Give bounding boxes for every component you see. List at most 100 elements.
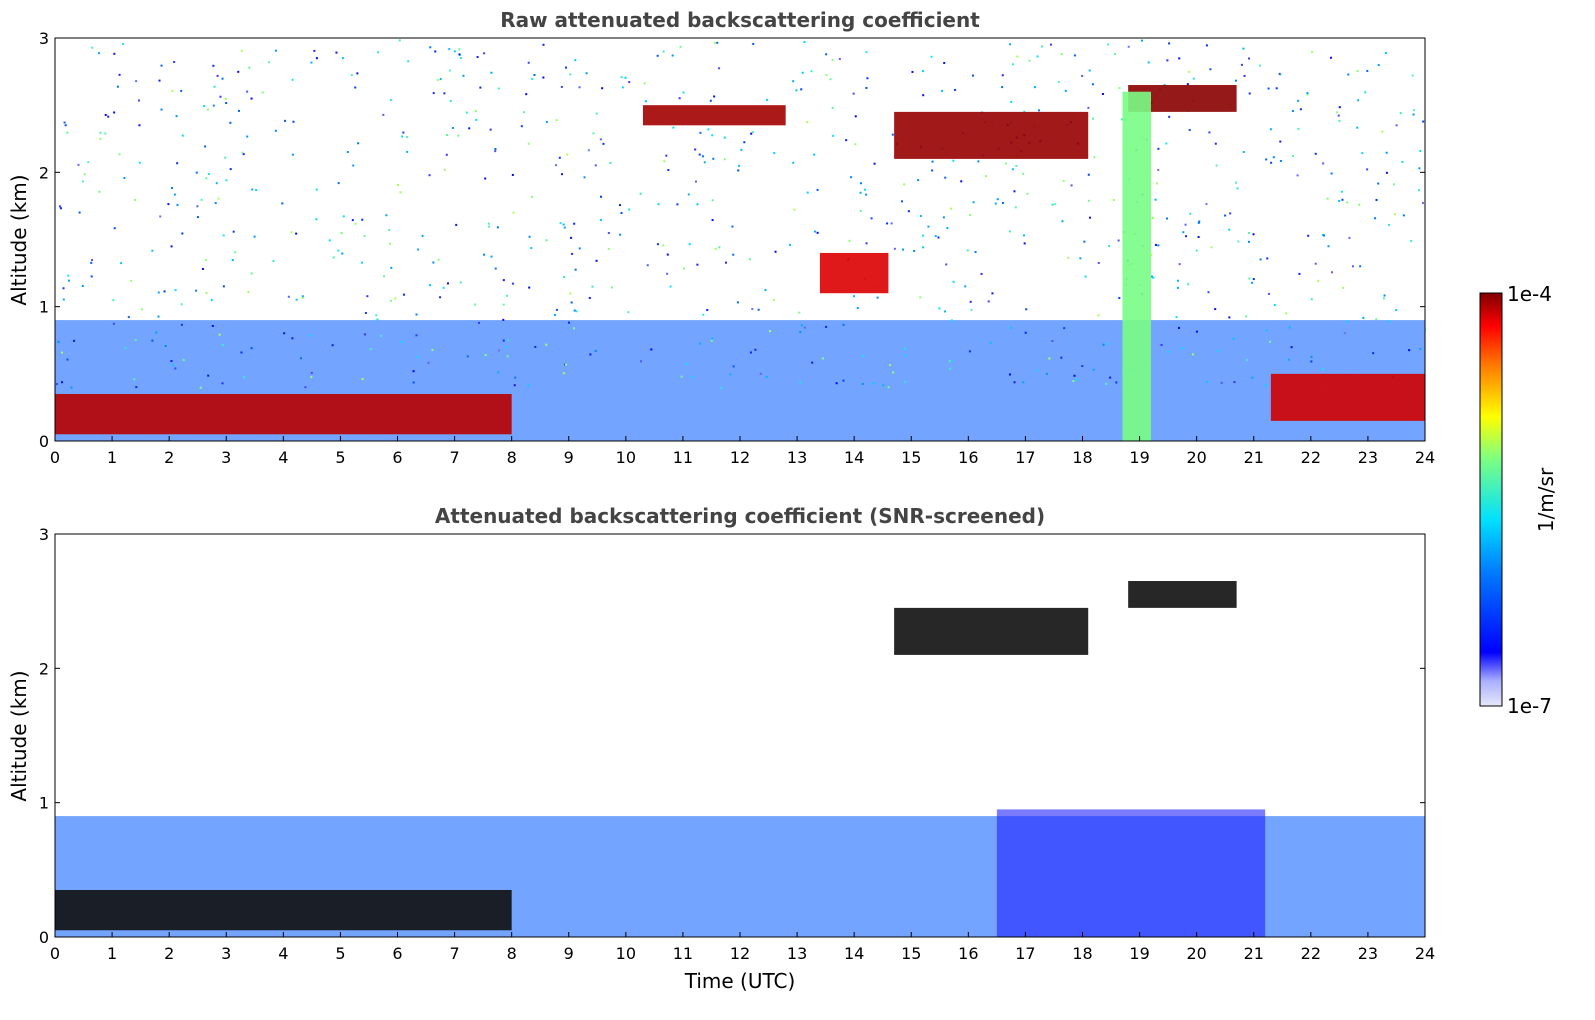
heatmap-noise-cell	[1024, 331, 1027, 334]
heatmap-noise-cell	[574, 59, 577, 62]
x-tick-label: 20	[1186, 944, 1206, 963]
heatmap-noise-cell	[527, 142, 530, 145]
heatmap-noise-cell	[892, 371, 895, 374]
x-tick-label: 16	[958, 944, 978, 963]
heatmap-noise-cell	[497, 87, 500, 90]
heatmap-noise-cell	[1248, 231, 1251, 234]
heatmap-noise-cell	[164, 344, 167, 347]
heatmap-noise-cell	[1081, 74, 1084, 77]
heatmap-noise-cell	[274, 129, 277, 132]
heatmap-noise-cell	[497, 371, 500, 374]
heatmap-noise-cell	[1079, 257, 1082, 260]
heatmap-noise-cell	[523, 111, 526, 114]
heatmap-noise-cell	[890, 222, 893, 225]
heatmap-noise-cell	[394, 297, 397, 300]
heatmap-noise-cell	[806, 121, 809, 124]
heatmap-noise-cell	[242, 153, 245, 156]
colorbar-unit-label: 1/m/sr	[1534, 467, 1558, 532]
heatmap-noise-cell	[1101, 93, 1104, 96]
heatmap-noise-cell	[713, 95, 716, 98]
heatmap-noise-cell	[291, 337, 294, 340]
x-tick-label: 4	[278, 944, 288, 963]
x-tick-label: 3	[221, 944, 231, 963]
heatmap-noise-cell	[207, 374, 210, 377]
heatmap-noise-cell	[1343, 332, 1346, 335]
heatmap-noise-cell	[1051, 203, 1054, 206]
heatmap-noise-cell	[578, 247, 581, 250]
heatmap-noise-cell	[902, 248, 905, 251]
heatmap-noise-cell	[448, 69, 451, 72]
heatmap-noise-cell	[1321, 368, 1324, 371]
heatmap-noise-cell	[439, 78, 442, 81]
x-tick-label: 7	[449, 448, 459, 467]
heatmap-noise-cell	[646, 264, 649, 267]
heatmap-noise-cell	[1240, 63, 1243, 66]
heatmap-noise-cell	[1060, 356, 1063, 359]
heatmap-noise-cell	[620, 212, 623, 215]
heatmap-noise-cell	[1051, 340, 1054, 343]
x-tick-label: 18	[1072, 944, 1092, 963]
heatmap-noise-cell	[490, 255, 493, 258]
heatmap-noise-cell	[1327, 245, 1330, 248]
heatmap-noise-cell	[665, 154, 668, 157]
heatmap-noise-cell	[1234, 181, 1237, 184]
heatmap-noise-cell	[1348, 236, 1351, 239]
heatmap-noise-cell	[530, 195, 533, 198]
heatmap-noise-cell	[1107, 43, 1110, 46]
heatmap-noise-cell	[525, 93, 528, 96]
heatmap-noise-cell	[1326, 197, 1329, 200]
heatmap-noise-cell	[398, 39, 401, 42]
heatmap-noise-cell	[476, 56, 479, 59]
heatmap-noise-cell	[221, 382, 224, 385]
heatmap-noise-cell	[151, 339, 154, 342]
heatmap-noise-cell	[711, 219, 714, 222]
heatmap-noise-cell	[573, 309, 576, 312]
heatmap-noise-cell	[1025, 308, 1028, 311]
heatmap-noise-cell	[221, 344, 224, 347]
heatmap-noise-cell	[748, 258, 751, 261]
heatmap-noise-cell	[511, 173, 514, 176]
panel-screened: Attenuated backscattering coefficient (S…	[7, 504, 1435, 993]
heatmap-noise-cell	[607, 247, 610, 250]
heatmap-noise-cell	[170, 245, 173, 248]
heatmap-noise-cell	[341, 252, 344, 255]
heatmap-noise-cell	[679, 45, 682, 48]
heatmap-noise-cell	[439, 296, 442, 299]
heatmap-noise-cell	[1338, 106, 1341, 109]
heatmap-noise-cell	[1189, 212, 1192, 215]
heatmap-noise-cell	[1361, 152, 1364, 155]
heatmap-noise-cell	[1038, 109, 1041, 112]
x-tick-label: 19	[1129, 944, 1149, 963]
heatmap-noise-cell	[120, 262, 123, 265]
heatmap-noise-cell	[224, 156, 227, 159]
heatmap-noise-cell	[123, 177, 126, 180]
heatmap-noise-cell	[78, 211, 81, 214]
heatmap-noise-cell	[599, 218, 602, 221]
heatmap-noise-cell	[971, 74, 974, 77]
heatmap-noise-cell	[644, 100, 647, 103]
heatmap-noise-cell	[1127, 45, 1130, 48]
heatmap-noise-cell	[90, 261, 93, 264]
heatmap-noise-cell	[583, 176, 586, 179]
heatmap-noise-cell	[1242, 150, 1245, 153]
heatmap-noise-cell	[157, 291, 160, 294]
heatmap-noise-cell	[1011, 168, 1014, 171]
heatmap-noise-cell	[389, 242, 392, 245]
heatmap-noise-cell	[789, 243, 792, 246]
heatmap-noise-cell	[542, 76, 545, 79]
x-tick-label: 7	[449, 944, 459, 963]
heatmap-noise-cell	[1156, 182, 1159, 185]
heatmap-noise-cell	[706, 308, 709, 311]
heatmap-noise-cell	[225, 102, 228, 105]
heatmap-noise-cell	[1421, 202, 1424, 205]
heatmap-noise-cell	[216, 74, 219, 77]
heatmap-noise-cell	[1288, 326, 1291, 329]
heatmap-noise-cell	[310, 371, 313, 374]
heatmap-noise-cell	[1093, 156, 1096, 159]
heatmap-noise-cell	[64, 124, 67, 127]
x-tick-label: 15	[901, 448, 921, 467]
heatmap-noise-cell	[181, 134, 184, 137]
heatmap-noise-cell	[158, 79, 161, 82]
heatmap-noise-cell	[182, 359, 185, 362]
heatmap-noise-cell	[157, 315, 160, 318]
